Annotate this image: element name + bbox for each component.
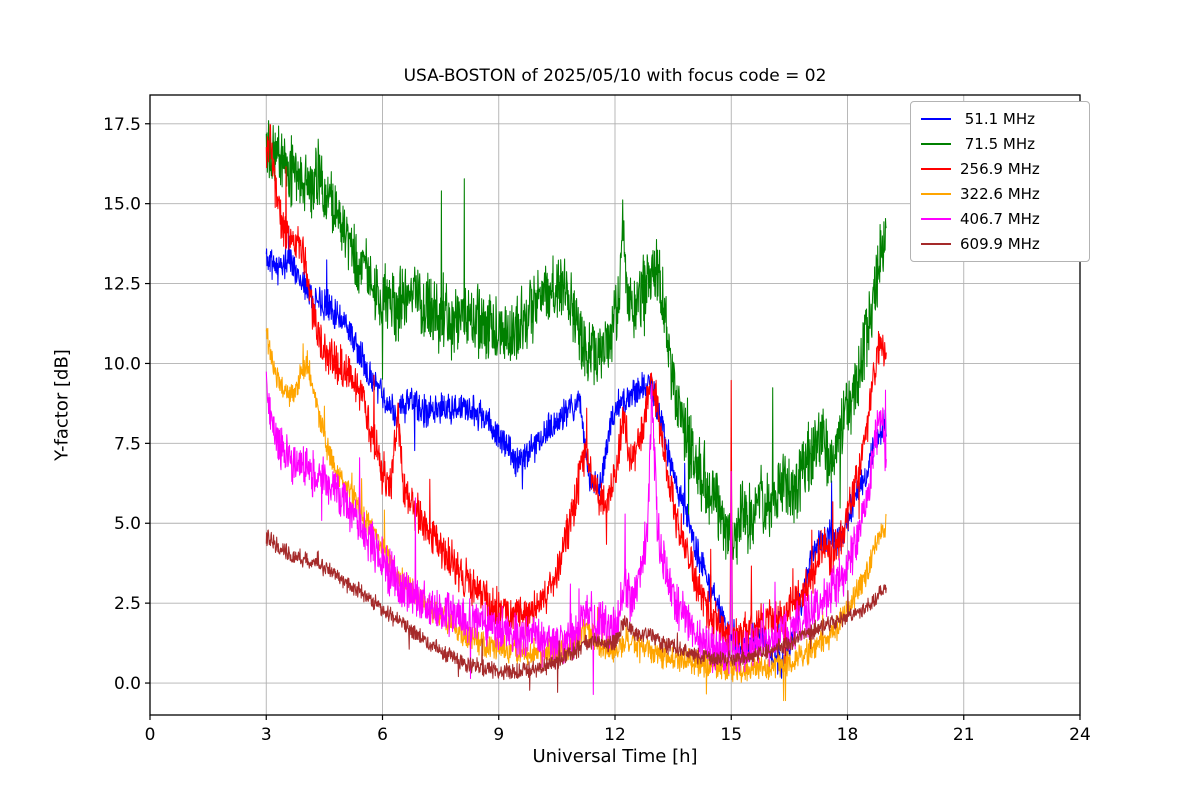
legend-label: 406.7 MHz [960, 210, 1040, 228]
legend-line-swatch [921, 168, 951, 170]
legend-entry: 51.1 MHz [921, 110, 1079, 128]
x-tick-label: 21 [953, 725, 975, 745]
x-tick-label: 18 [837, 725, 859, 745]
y-tick-label: 10.0 [103, 354, 141, 374]
y-tick-label: 0.0 [114, 674, 141, 694]
series-line-609.9-MHz [265, 529, 887, 693]
legend-line-swatch [921, 118, 951, 120]
x-axis-label: Universal Time [h] [532, 746, 698, 767]
y-tick-label: 5.0 [114, 514, 141, 534]
series-line-322.6-MHz [265, 327, 887, 702]
y-tick-label: 7.5 [114, 434, 141, 454]
y-tick-label: 15.0 [103, 195, 141, 215]
y-tick-label: 2.5 [114, 594, 141, 614]
legend-line-swatch [921, 218, 951, 220]
x-tick-label: 9 [493, 725, 504, 745]
y-tick-label: 12.5 [103, 275, 141, 295]
x-tick-label: 0 [145, 725, 156, 745]
series-line-71.5-MHz [265, 120, 887, 565]
y-tick-label: 17.5 [103, 115, 141, 135]
x-tick-label: 24 [1069, 725, 1091, 745]
x-tick-label: 12 [604, 725, 626, 745]
series-line-51.1-MHz [265, 225, 887, 679]
legend-label: 256.9 MHz [960, 160, 1040, 178]
legend-entry: 322.6 MHz [921, 185, 1079, 203]
chart-title: USA-BOSTON of 2025/05/10 with focus code… [403, 66, 827, 86]
legend-line-swatch [921, 143, 951, 145]
legend-entry: 406.7 MHz [921, 210, 1079, 228]
legend-entry: 71.5 MHz [921, 135, 1079, 153]
legend: 51.1 MHz 71.5 MHz 256.9 MHz 322.6 MHz 40… [910, 101, 1090, 262]
x-tick-label: 6 [377, 725, 388, 745]
legend-entry: 609.9 MHz [921, 235, 1079, 253]
legend-line-swatch [921, 193, 951, 195]
legend-label: 71.5 MHz [960, 135, 1036, 153]
x-tick-label: 3 [261, 725, 272, 745]
legend-entry: 256.9 MHz [921, 160, 1079, 178]
y-axis-label: Y-factor [dB] [51, 349, 73, 461]
legend-line-swatch [921, 243, 951, 245]
legend-label: 322.6 MHz [960, 185, 1040, 203]
x-tick-label: 15 [720, 725, 742, 745]
legend-label: 51.1 MHz [960, 110, 1036, 128]
legend-label: 609.9 MHz [960, 235, 1040, 253]
series-line-406.7-MHz [265, 371, 887, 696]
